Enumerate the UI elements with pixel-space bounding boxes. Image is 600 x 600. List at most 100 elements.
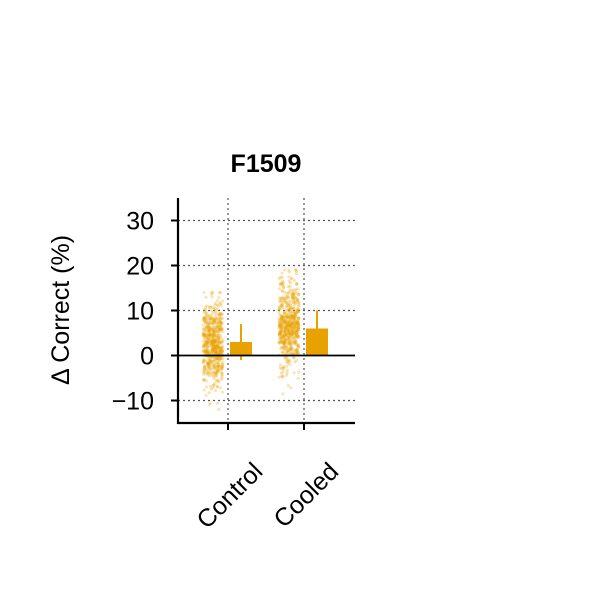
jitter-point bbox=[210, 347, 215, 352]
jitter-point bbox=[281, 320, 285, 324]
jitter-point bbox=[277, 333, 282, 337]
jitter-point bbox=[291, 329, 295, 334]
y-tick-label: 10 bbox=[126, 298, 154, 326]
jitter-point bbox=[221, 357, 225, 361]
jitter-point bbox=[210, 340, 214, 344]
jitter-point bbox=[215, 299, 219, 303]
jitter-point bbox=[211, 305, 215, 310]
jitter-point bbox=[285, 315, 290, 319]
jitter-point bbox=[288, 333, 292, 337]
jitter-point bbox=[210, 373, 214, 377]
jitter-point bbox=[204, 315, 208, 319]
jitter-point bbox=[293, 299, 297, 303]
jitter-point bbox=[282, 333, 286, 337]
jitter-point bbox=[205, 304, 209, 308]
jitter-point bbox=[287, 334, 291, 338]
jitter-point bbox=[296, 309, 300, 313]
jitter-point bbox=[280, 367, 284, 371]
jitter-point bbox=[279, 320, 283, 324]
jitter-point bbox=[285, 333, 289, 337]
jitter-point bbox=[286, 295, 290, 299]
jitter-point bbox=[206, 362, 210, 366]
jitter-point bbox=[282, 344, 286, 348]
jitter-point bbox=[289, 318, 293, 322]
jitter-point bbox=[205, 335, 209, 339]
jitter-point bbox=[280, 316, 284, 320]
jitter-point bbox=[209, 363, 213, 367]
jitter-point bbox=[207, 368, 211, 372]
jitter-point bbox=[280, 374, 284, 378]
jitter-point bbox=[206, 346, 210, 350]
jitter-point bbox=[292, 340, 297, 345]
jitter-point bbox=[284, 338, 288, 342]
jitter-point bbox=[292, 356, 296, 360]
jitter-point bbox=[216, 345, 220, 349]
jitter-point bbox=[212, 374, 216, 378]
jitter-point bbox=[213, 318, 217, 323]
jitter-point bbox=[205, 350, 209, 354]
jitter-point bbox=[211, 365, 215, 369]
jitter-point bbox=[282, 298, 286, 302]
jitter-point bbox=[213, 339, 217, 343]
jitter-point bbox=[218, 324, 222, 328]
jitter-point bbox=[290, 314, 294, 318]
jitter-point bbox=[286, 316, 291, 320]
jitter-point bbox=[284, 338, 288, 342]
jitter-point bbox=[218, 312, 222, 316]
jitter-point bbox=[292, 330, 296, 334]
jitter-point bbox=[286, 302, 290, 306]
jitter-point bbox=[210, 350, 214, 354]
jitter-point bbox=[283, 326, 287, 330]
jitter-point bbox=[292, 313, 296, 317]
jitter-point bbox=[211, 347, 215, 351]
jitter-point bbox=[294, 320, 298, 325]
jitter-point bbox=[282, 323, 286, 327]
jitter-point bbox=[210, 317, 214, 321]
jitter-point bbox=[296, 335, 300, 339]
jitter-point bbox=[287, 331, 291, 335]
jitter-point bbox=[285, 324, 289, 328]
jitter-point bbox=[296, 326, 300, 330]
jitter-point bbox=[292, 371, 296, 375]
jitter-point bbox=[202, 358, 206, 362]
jitter-point bbox=[209, 305, 213, 309]
jitter-point bbox=[204, 311, 209, 315]
jitter-point bbox=[287, 308, 291, 312]
jitter-point bbox=[280, 271, 284, 275]
jitter-point bbox=[201, 339, 205, 343]
jitter-point bbox=[289, 329, 294, 333]
jitter-point bbox=[217, 367, 221, 372]
jitter-point bbox=[295, 282, 299, 286]
jitter-point bbox=[286, 320, 290, 325]
jitter-point bbox=[206, 373, 210, 377]
jitter-point bbox=[297, 316, 301, 320]
jitter-point bbox=[211, 344, 215, 349]
jitter-point bbox=[290, 321, 294, 325]
jitter-point bbox=[279, 332, 283, 336]
jitter-point bbox=[205, 328, 209, 332]
jitter-point bbox=[213, 358, 217, 362]
jitter-point bbox=[212, 321, 216, 325]
jitter-point bbox=[279, 282, 284, 286]
jitter-point bbox=[211, 343, 215, 347]
jitter-point bbox=[280, 318, 284, 322]
jitter-point bbox=[296, 345, 300, 349]
jitter-point bbox=[216, 335, 220, 339]
jitter-point bbox=[216, 352, 220, 356]
jitter-point bbox=[217, 333, 221, 337]
jitter-point bbox=[296, 298, 300, 302]
jitter-point bbox=[288, 288, 292, 292]
jitter-point bbox=[211, 364, 215, 368]
jitter-point bbox=[279, 334, 283, 338]
jitter-point bbox=[202, 371, 206, 375]
jitter-point bbox=[211, 329, 215, 334]
jitter-point bbox=[278, 331, 282, 335]
jitter-point bbox=[293, 313, 297, 317]
jitter-point bbox=[202, 349, 206, 353]
jitter-point bbox=[291, 316, 296, 320]
jitter-point bbox=[212, 318, 216, 322]
jitter-point bbox=[291, 296, 295, 300]
jitter-point bbox=[296, 292, 301, 296]
jitter-point bbox=[297, 325, 301, 329]
jitter-point bbox=[215, 362, 219, 366]
